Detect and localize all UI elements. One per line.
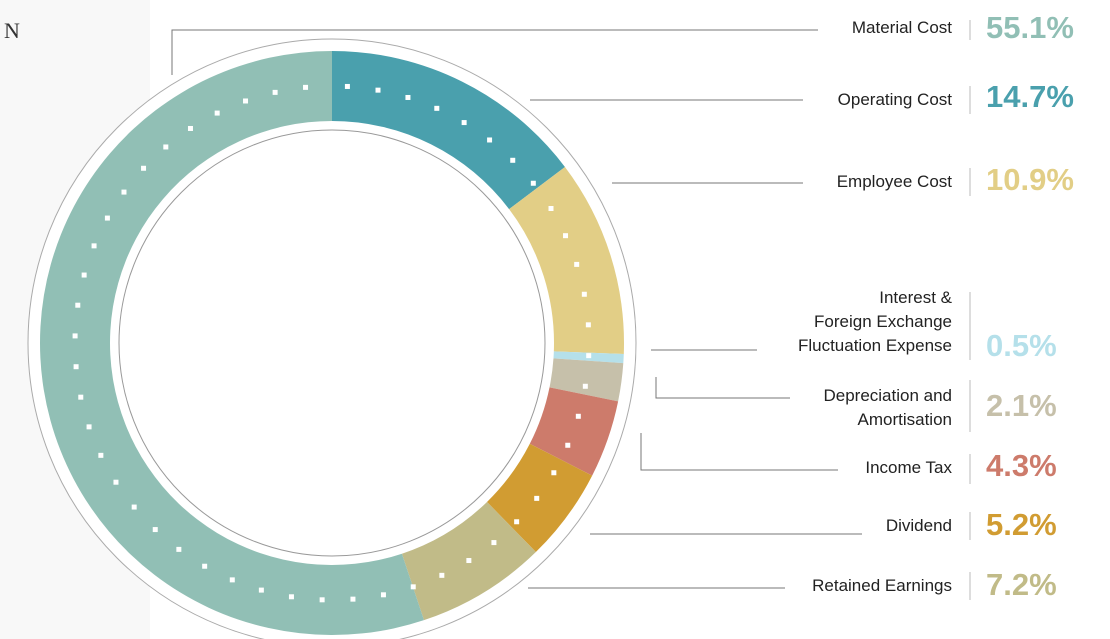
category-label: Retained Earnings [812,576,952,595]
dot [344,83,350,89]
dot [510,157,516,163]
dot [439,572,445,578]
dot [98,452,104,458]
dot [466,558,472,564]
dot [410,584,416,590]
dot [350,596,356,602]
category-label: Income Tax [865,458,952,477]
value-label: 55.1% [986,10,1074,45]
value-label: 7.2% [986,567,1057,602]
value-label: 2.1% [986,388,1057,423]
segment [332,51,565,210]
dot [461,120,467,126]
value-label: 5.2% [986,507,1057,542]
dot [551,470,557,476]
dot [78,394,84,400]
dot [72,333,78,339]
dot [243,98,249,104]
dot [75,302,81,308]
value-label: 14.7% [986,79,1074,114]
dot [258,587,264,593]
dot [288,594,294,600]
category-label: Depreciation and Amortisation [823,386,952,429]
dot [81,272,87,278]
dot [581,291,587,297]
leader-line [171,29,818,75]
outer-ring [27,38,637,639]
dot [187,125,193,131]
dot [586,353,592,359]
category-label: Employee Cost [836,172,952,191]
segment [39,51,424,636]
dot [575,413,581,419]
segment [509,166,624,355]
dot [121,189,127,195]
dot [319,597,325,603]
dot [548,205,554,211]
dot [530,180,536,186]
dot [303,84,309,90]
dot [131,504,137,510]
dot [113,479,119,485]
segment [486,443,593,553]
category-label: Operating Cost [837,90,952,109]
category-label: Dividend [885,516,952,535]
dot [272,89,278,95]
category-label: Material Cost [851,18,952,37]
dot [491,540,497,546]
dot [585,322,591,328]
dot [152,527,158,533]
dot [487,137,493,143]
value-label: 0.5% [986,328,1057,363]
donut [39,51,624,636]
dot [434,105,440,111]
dot [534,495,540,501]
side-text: N [4,18,20,43]
dot [380,592,386,598]
segment [529,387,619,476]
value-label: 10.9% [986,162,1074,197]
dot [73,364,79,370]
dot [405,94,411,100]
dot [574,261,580,267]
segment [549,358,624,402]
dot [582,383,588,389]
category-label: Interest & Foreign Exchange Fluctuation … [797,288,952,355]
leader-line [640,433,838,471]
dot [176,546,182,552]
dot [229,577,235,583]
dot [563,233,569,239]
dot [163,144,169,150]
dot [565,442,571,448]
dot [514,519,520,525]
dot [141,165,147,171]
dot [86,424,92,430]
leader-line [655,377,790,399]
dot [91,243,97,249]
dot [202,563,208,569]
leader-lines [171,29,862,589]
dot [104,215,110,221]
dot [214,110,220,116]
dot [375,87,381,93]
value-label: 4.3% [986,448,1057,483]
inner-ring [118,129,546,557]
